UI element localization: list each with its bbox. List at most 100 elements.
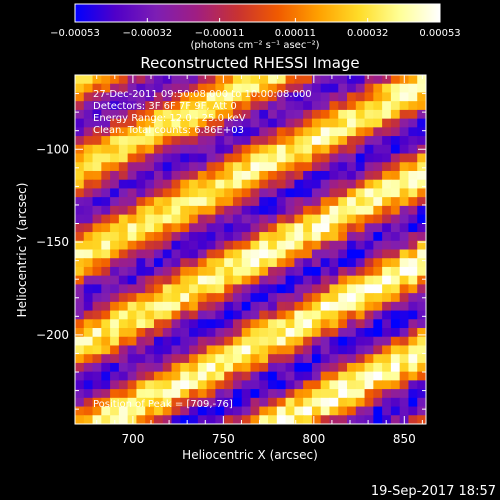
heatmap-cell	[224, 380, 234, 390]
annotation-time-range: 27-Dec-2011 09:50:08.000 to 10:00:08.000	[93, 89, 312, 100]
heatmap-cell	[259, 223, 269, 233]
heatmap-cell	[399, 266, 410, 277]
heatmap-cell	[303, 310, 313, 320]
heatmap-cell	[399, 319, 410, 329]
heatmap-cell	[373, 275, 383, 285]
heatmap-cell	[110, 362, 120, 373]
heatmap-cell	[364, 101, 374, 111]
heatmap-cell	[75, 249, 85, 259]
heatmap-cell	[92, 249, 102, 259]
heatmap-cell	[259, 109, 269, 120]
heatmap-cell	[320, 336, 331, 347]
heatmap-cell	[215, 362, 225, 373]
heatmap-cell	[355, 328, 366, 338]
heatmap-cell	[303, 258, 313, 268]
heatmap-cell	[390, 266, 401, 277]
heatmap-cell	[347, 101, 357, 111]
heatmap-cell	[197, 293, 208, 303]
heatmap-cell	[329, 362, 339, 373]
heatmap-cell	[145, 188, 155, 198]
heatmap-cell	[232, 153, 243, 163]
heatmap-cell	[408, 336, 418, 347]
heatmap-cell	[320, 345, 331, 355]
heatmap-cell	[276, 354, 287, 364]
heatmap-cell	[127, 284, 138, 294]
heatmap-cell	[408, 188, 418, 198]
heatmap-cell	[110, 415, 120, 424]
heatmap-cell	[180, 136, 190, 146]
heatmap-cell	[136, 136, 146, 146]
heatmap-cell	[303, 266, 313, 277]
heatmap-cell	[153, 301, 164, 312]
heatmap-cell	[303, 354, 313, 364]
heatmap-cell	[224, 118, 234, 128]
heatmap-cell	[110, 345, 120, 355]
heatmap-cell	[189, 162, 199, 172]
heatmap-cell	[259, 162, 269, 172]
heatmap-cell	[373, 380, 383, 390]
heatmap-cell	[232, 415, 243, 424]
heatmap-cell	[232, 389, 243, 399]
heatmap-cell	[162, 310, 173, 320]
heatmap-cell	[355, 415, 366, 424]
heatmap-cell	[83, 397, 94, 408]
heatmap-cell	[320, 232, 331, 242]
heatmap-cell	[101, 232, 111, 242]
heatmap-cell	[101, 328, 111, 338]
heatmap-cell	[347, 266, 357, 277]
heatmap-cell	[373, 153, 383, 163]
heatmap-cell	[197, 319, 208, 329]
heatmap-cell	[303, 406, 313, 416]
heatmap-cell	[364, 92, 374, 102]
heatmap-cell	[382, 249, 392, 259]
heatmap-cell	[303, 75, 313, 85]
heatmap-cell	[118, 284, 129, 294]
heatmap-cell	[285, 170, 295, 181]
heatmap-cell	[408, 293, 418, 303]
heatmap-cell	[224, 223, 234, 233]
heatmap-cell	[224, 345, 234, 355]
heatmap-cell	[259, 240, 269, 251]
heatmap-cell	[294, 75, 304, 85]
heatmap-cell	[224, 75, 234, 85]
heatmap-cell	[259, 301, 269, 312]
heatmap-cell	[232, 136, 243, 146]
heatmap-cell	[145, 127, 155, 137]
heatmap-cell	[241, 362, 252, 373]
heatmap-cell	[338, 345, 348, 355]
heatmap-cell	[127, 301, 138, 312]
heatmap-cell	[250, 415, 260, 424]
heatmap-cell	[382, 328, 392, 338]
heatmap-cell	[355, 83, 366, 94]
heatmap-cell	[232, 223, 243, 233]
heatmap-cell	[136, 310, 146, 320]
heatmap-cell	[338, 188, 348, 198]
heatmap-cell	[268, 75, 278, 85]
heatmap-cell	[153, 92, 164, 102]
heatmap-cell	[197, 345, 208, 355]
heatmap-cell	[162, 205, 173, 216]
heatmap-cell	[189, 109, 199, 120]
heatmap-cell	[110, 188, 120, 198]
heatmap-cell	[197, 362, 208, 373]
heatmap-cell	[92, 336, 102, 347]
heatmap-cell	[162, 336, 173, 347]
heatmap-cell	[189, 118, 199, 128]
heatmap-cell	[180, 301, 190, 312]
heatmap-cell	[180, 275, 190, 285]
heatmap-cell	[250, 162, 260, 172]
heatmap-cell	[390, 83, 401, 94]
heatmap-cell	[232, 380, 243, 390]
heatmap-cell	[241, 397, 252, 408]
heatmap-cell	[294, 101, 304, 111]
heatmap-cell	[259, 205, 269, 216]
heatmap-cell	[189, 101, 199, 111]
heatmap-cell	[153, 389, 164, 399]
heatmap-cell	[127, 258, 138, 268]
heatmap-cell	[153, 328, 164, 338]
heatmap-cell	[364, 371, 374, 381]
heatmap-cell	[127, 83, 138, 94]
heatmap-cell	[118, 336, 129, 347]
heatmap-cell	[110, 293, 120, 303]
heatmap-cell	[206, 328, 217, 338]
